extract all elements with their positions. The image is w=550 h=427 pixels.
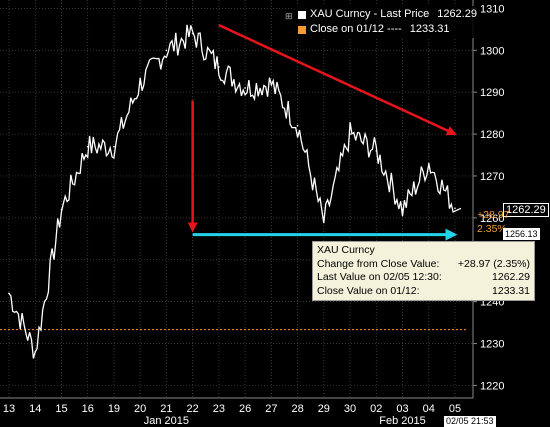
legend-label: Close on 01/12 ---- [310,23,402,35]
data-point [113,145,115,148]
legend-entry-last-price: XAU Curncy - Last Price 1262.29 [298,7,477,22]
change-percent: 2.35% [477,223,507,235]
x-tick-label: 15 [55,403,67,415]
tooltip-row: Change from Close Value: +28.97 (2.35%) [317,258,530,272]
series-layer [8,24,462,359]
x-tick-label: 21 [160,403,172,415]
tooltip-label: Close Value on 01/12: [317,284,420,297]
data-point [427,162,430,165]
tooltip-label: Change from Close Value: [317,257,440,270]
data-point [323,221,325,223]
tooltip-row: Close Value on 01/12: 1233.31 [317,285,530,299]
x-tick-label: 14 [29,403,41,415]
legend-entry-close: Close on 01/12 ---- 1233.31 [298,22,477,37]
legend-toggle-icon[interactable]: ⊞ [285,11,293,21]
x-tick-label: 19 [108,403,120,415]
change-value: +28.97 [477,209,510,221]
data-point [60,208,63,211]
price-line-series [8,24,462,359]
data-point [454,207,456,210]
data-point [86,145,89,148]
data-point [139,82,141,85]
data-point [270,82,273,85]
tooltip-title: XAU Curncy [317,244,375,256]
y-tick-label: 1230 [480,339,504,351]
tooltip-value: 1262.29 [492,271,530,283]
y-tick-label: 1260 [480,213,504,225]
legend-value: 1262.29 [437,8,477,20]
tooltip-row: Last Value on 02/05 12:30: 1262.29 [317,271,530,285]
y-tick-label: 1310 [480,3,504,15]
data-point [401,208,404,211]
data-point [165,49,168,52]
data-point [296,124,299,127]
data-point [191,32,194,35]
x-tick-label: 03 [396,403,408,415]
x-tick-label: 30 [344,403,356,415]
legend-value: 1233.31 [409,23,450,35]
y-tick-label: 1300 [480,45,504,57]
data-point [218,66,220,68]
data-point [34,351,37,353]
x-tick-label: 29 [318,403,330,415]
y-tick-label: 1280 [480,129,504,141]
x-tick-label: 26 [239,403,251,415]
x-tick-label: 22 [187,403,199,415]
x-tick-label: 16 [82,403,94,415]
month-label: Jan 2015 [144,415,189,427]
tooltip-value: 1233.31 [492,284,530,297]
x-tick-label: 05 [449,403,461,415]
low-price-tag: 1256.13 [503,228,540,240]
x-tick-label: 27 [265,403,277,415]
y-tick-label: 1290 [480,87,504,99]
hover-tooltip: XAU Curncy Change from Close Value: +28.… [312,241,535,301]
annotation-arrow [218,24,457,136]
tooltip-value: +28.97 (2.35%) [457,257,530,270]
x-axis: 13 14 15 16 19 20 21 22 23 26 27 28 29 30 02 03 04 05 Jan … [0,397,473,427]
x-tick-label: 02 [370,403,382,415]
y-tick-label: 1220 [480,380,504,392]
data-point [244,87,246,89]
data-point [8,292,10,295]
last-price-tag: 1262.29 [503,203,549,217]
month-label: Feb 2015 [379,415,425,427]
x-tick-label: 04 [423,403,435,415]
data-point [349,133,351,135]
legend-swatch-orange [298,25,306,34]
tooltip-label: Last Value on 02/05 12:30: [317,271,442,283]
y-tick-label: 1270 [480,171,504,183]
chart-legend: ⊞ XAU Curncy - Last Price 1262.29 Close … [285,6,481,38]
x-tick-label: 23 [213,403,225,415]
annotation-layer [187,24,458,241]
x-tick-label: 20 [134,403,146,415]
legend-swatch-white [298,10,306,19]
x-tick-label: 13 [3,403,15,415]
timestamp-tag: 02/05 21:53 [444,416,496,427]
x-tick-label: 28 [291,403,303,415]
grid-lines [0,0,474,398]
legend-label: XAU Curncy - Last Price [310,8,430,20]
data-point [375,150,378,152]
change-tag: +28.97 2.35% [475,208,511,236]
